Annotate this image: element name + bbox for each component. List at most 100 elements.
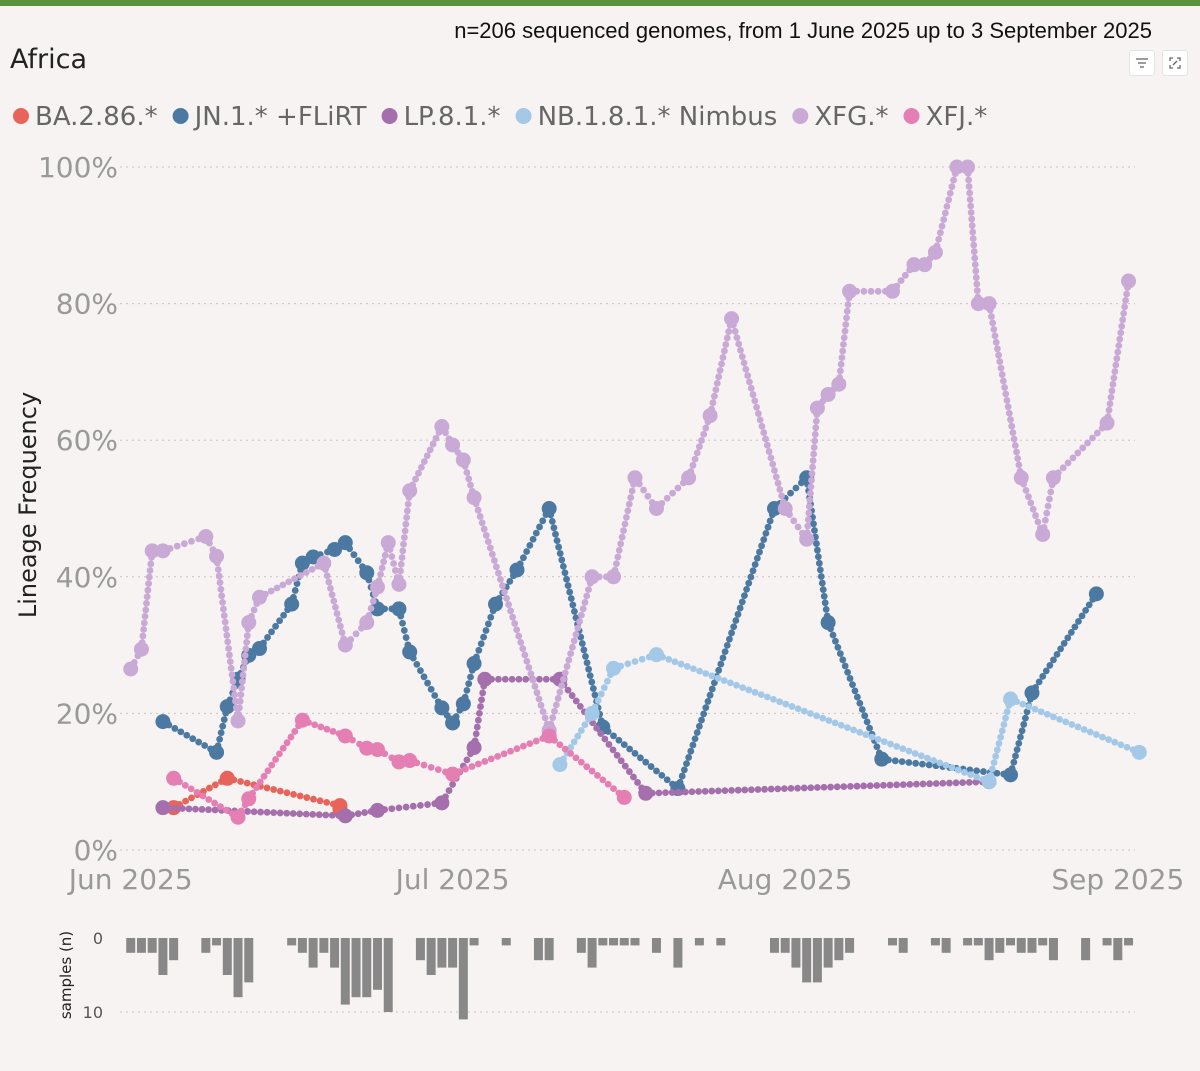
series-connector-dot xyxy=(731,327,739,335)
series-connector-dot xyxy=(702,670,710,677)
series-connector-dot xyxy=(206,784,213,792)
series-connector-dot xyxy=(397,567,404,575)
series-connector-dot xyxy=(970,248,978,255)
series-connector-dot xyxy=(591,691,599,699)
data-point xyxy=(488,596,504,612)
series-connector-dot xyxy=(537,701,545,709)
series-connector-dot xyxy=(574,624,582,632)
series-connector-dot xyxy=(714,674,722,682)
series-connector-dot xyxy=(143,593,151,601)
series-connector-dot xyxy=(417,801,424,809)
series-connector-dot xyxy=(938,222,946,230)
series-connector-dot xyxy=(715,373,723,381)
series-connector-dot xyxy=(415,469,422,477)
filter-icon xyxy=(1136,58,1148,68)
data-point xyxy=(434,700,450,716)
series-connector-dot xyxy=(925,761,933,769)
series-connector-dot xyxy=(721,787,729,795)
samples-bar xyxy=(287,938,297,946)
series-connector-dot xyxy=(942,761,950,769)
data-point xyxy=(219,699,235,715)
samples-bar xyxy=(1081,938,1091,961)
x-tick-label: Sep 2025 xyxy=(1051,863,1184,896)
series-connector-dot xyxy=(723,642,731,649)
series-connector-dot xyxy=(991,332,999,340)
series-connector-dot xyxy=(426,446,434,454)
series-connector-dot xyxy=(756,416,764,424)
series-connector-dot xyxy=(527,670,535,678)
series-connector-dot xyxy=(1002,714,1009,722)
series-connector-dot xyxy=(519,645,527,653)
series-connector-dot xyxy=(381,551,389,559)
series-connector-dot xyxy=(663,776,671,784)
series-connector-dot xyxy=(566,588,574,596)
series-connector-dot xyxy=(558,682,566,690)
series-connector-dot xyxy=(860,287,868,295)
series-connector-dot xyxy=(995,740,1003,747)
series-connector-dot xyxy=(720,677,728,684)
series-connector-dot xyxy=(990,759,998,767)
series-connector-dot xyxy=(715,666,723,674)
series-connector-dot xyxy=(563,663,571,670)
series-connector-dot xyxy=(747,384,755,392)
series-connector-dot xyxy=(822,605,830,613)
series-connector-dot xyxy=(919,780,927,788)
samples-bar xyxy=(1006,938,1016,946)
series-connector-dot xyxy=(734,610,742,618)
series-connector-dot xyxy=(1015,739,1023,747)
series-connector-dot xyxy=(325,578,333,586)
samples-bar xyxy=(930,938,940,946)
series-jn-1-flirt xyxy=(155,470,1104,797)
series-connector-dot xyxy=(867,287,875,295)
samples-bar xyxy=(330,938,340,968)
series-connector-dot xyxy=(610,732,617,740)
data-point xyxy=(831,376,847,392)
series-connector-dot xyxy=(302,569,310,576)
series-connector-dot xyxy=(708,787,716,795)
legend: BA.2.86.* JN.1.* +FLiRT LP.8.1.* NB.1.8.1.*… xyxy=(13,102,987,132)
series-connector-dot xyxy=(559,562,567,570)
series-connector-dot xyxy=(774,785,782,793)
series-connector-dot xyxy=(525,664,533,671)
series-connector-dot xyxy=(970,241,978,249)
filter-button[interactable] xyxy=(1129,50,1155,76)
series-connector-dot xyxy=(257,808,265,816)
data-point xyxy=(466,740,482,756)
series-connector-dot xyxy=(225,645,232,652)
series-connector-dot xyxy=(399,619,406,627)
series-connector-dot xyxy=(581,721,589,729)
series-connector-dot xyxy=(296,792,304,800)
data-point xyxy=(219,770,235,786)
series-connector-dot xyxy=(769,460,777,468)
samples-bar xyxy=(1027,938,1037,953)
series-connector-dot xyxy=(1064,634,1072,642)
y-tick-label: 100% xyxy=(38,151,118,184)
data-point xyxy=(455,452,471,468)
series-connector-dot xyxy=(863,718,871,726)
series-connector-dot xyxy=(924,754,931,762)
series-connector-dot xyxy=(930,757,938,764)
series-connector-dot xyxy=(367,604,375,612)
series-connector-dot xyxy=(585,665,593,673)
series-connector-dot xyxy=(807,784,815,792)
samples-bar xyxy=(426,938,436,975)
data-point xyxy=(681,470,697,486)
series-connector-dot xyxy=(140,626,148,633)
series-connector-dot xyxy=(189,735,197,743)
data-point xyxy=(906,257,922,273)
series-connector-dot xyxy=(570,637,578,645)
expand-button[interactable] xyxy=(1162,50,1188,76)
series-connector-dot xyxy=(972,778,980,786)
series-connector-dot xyxy=(628,487,636,495)
series-connector-dot xyxy=(497,576,504,583)
series-connector-dot xyxy=(691,455,699,463)
samples-bar xyxy=(694,938,704,946)
series-connector-dot xyxy=(1022,486,1030,494)
series-connector-dot xyxy=(495,675,502,683)
series-connector-dot xyxy=(492,563,500,571)
series-connector-dot xyxy=(886,781,894,789)
data-point xyxy=(316,555,332,571)
series-connector-dot xyxy=(893,743,901,750)
data-point xyxy=(380,535,396,551)
series-connector-dot xyxy=(738,353,746,361)
